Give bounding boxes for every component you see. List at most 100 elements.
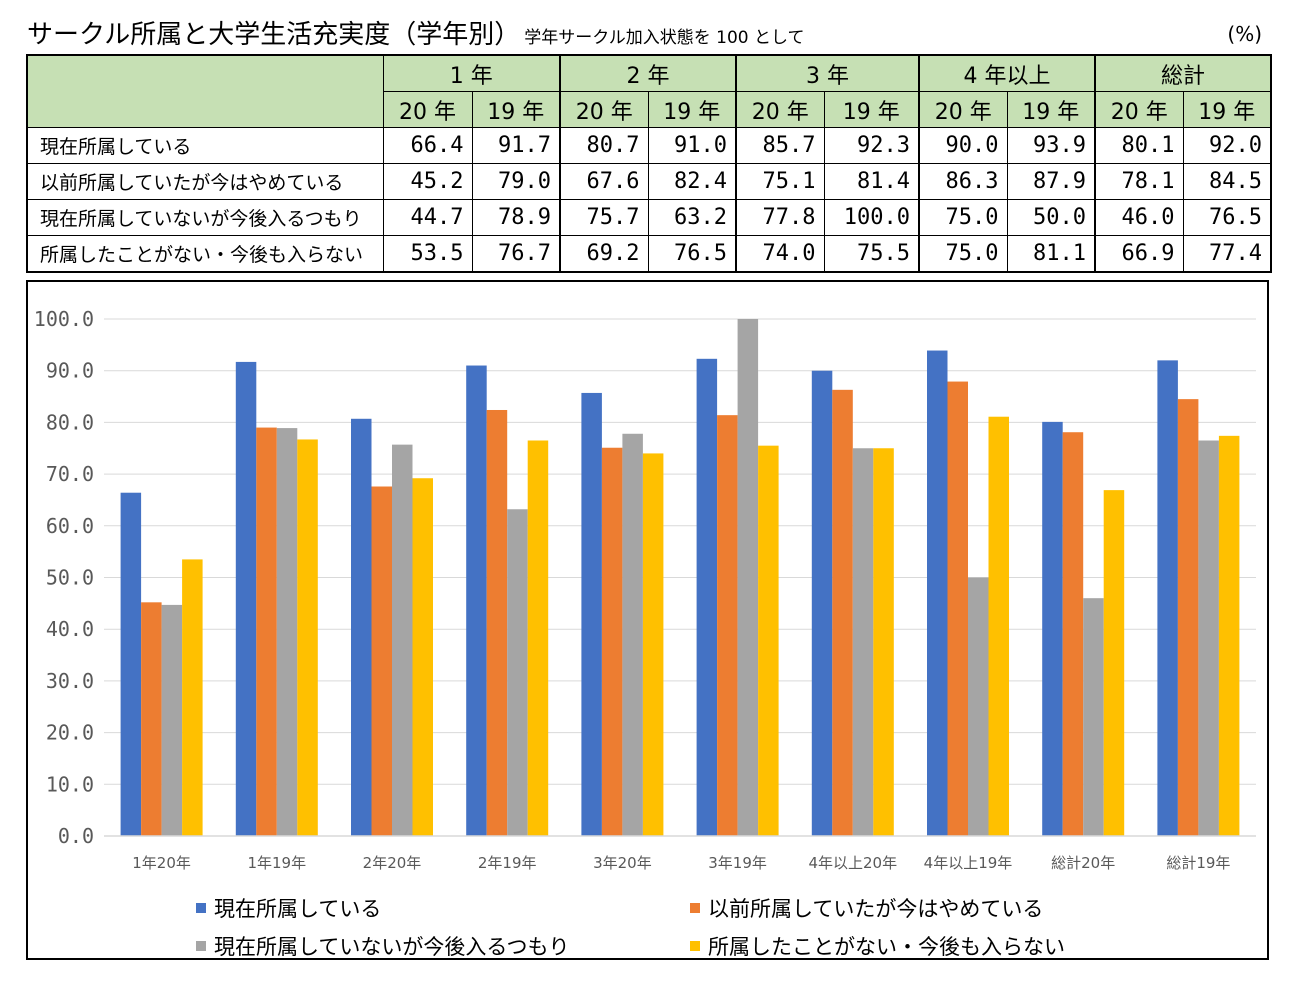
bar (832, 389, 853, 836)
bar-chart: 0.0 10.0 20.0 30.0 40.0 50.0 60.0 70.0 80.0 90.0 1… (34, 307, 1256, 872)
legend-label: 以前所属していたが今はやめている (708, 897, 1044, 921)
title-row: サークル所属と大学生活充実度（学年別） 学年サークル加入状態を 100 として (… (27, 18, 1270, 52)
legend-label: 所属したことがない・今後も入らない (708, 935, 1065, 959)
table-cell: 44.7 (382, 199, 473, 236)
year-header: 19 年 (647, 91, 737, 128)
bar (1218, 435, 1240, 836)
table-row: 現在所属している 66.4 91.7 80.7 91.0 85.7 92.3 90.0 93.9… (26, 127, 1272, 164)
table-cell: 45.2 (382, 163, 473, 200)
bar (412, 478, 433, 836)
year-header: 20 年 (1094, 91, 1184, 128)
bar (622, 433, 643, 836)
bar (1177, 399, 1199, 836)
table-cell: 63.2 (647, 199, 737, 236)
table-cell: 75.7 (559, 199, 649, 236)
table-cell: 79.0 (471, 163, 561, 200)
table-cell: 77.4 (1182, 235, 1272, 273)
legend-swatch (196, 941, 206, 951)
bar (1103, 490, 1125, 836)
x-tick-label: 3年20年 (593, 854, 652, 872)
table-cell: 76.5 (647, 235, 737, 273)
group-header: 4 年以上 (918, 54, 1096, 92)
year-header: 19 年 (471, 91, 561, 128)
x-tick-label: 1年19年 (247, 854, 306, 872)
year-header: 20 年 (559, 91, 649, 128)
bar (1083, 598, 1104, 836)
table-cell: 76.5 (1182, 199, 1272, 236)
legend-item: 現在所属している (196, 893, 381, 923)
legend-swatch (690, 903, 700, 913)
x-tick-label: 総計19年 (1166, 854, 1230, 872)
table-cell: 86.3 (918, 163, 1008, 200)
bar (235, 361, 257, 836)
bar (120, 492, 142, 836)
table-cell: 75.0 (918, 235, 1008, 273)
year-header: 19 年 (823, 91, 920, 128)
x-tick-label: 2年20年 (363, 854, 422, 872)
table-cell: 81.1 (1006, 235, 1096, 273)
year-header: 19 年 (1006, 91, 1096, 128)
chart-frame: 0.0 10.0 20.0 30.0 40.0 50.0 60.0 70.0 80.0 90.0 1… (26, 280, 1269, 960)
x-tick-label: 2年19年 (478, 854, 537, 872)
group-header: 3 年 (735, 54, 920, 92)
bar (811, 370, 833, 836)
data-table: 1 年 2 年 3 年 4 年以上 総計 20 年 19 年 20 年 19 年… (26, 54, 1273, 273)
table-cell: 92.3 (823, 127, 920, 164)
table-cell: 69.2 (559, 235, 649, 273)
table-year-header-row: 20 年 19 年 20 年 19 年 20 年 19 年 20 年 19 年 … (27, 91, 1272, 128)
table-cell: 67.6 (559, 163, 649, 200)
table-cell: 80.1 (1094, 127, 1184, 164)
table-cell: 78.9 (471, 199, 561, 236)
table-corner-cell (26, 54, 384, 128)
legend-item: 所属したことがない・今後も入らない (690, 931, 1065, 961)
y-tick-label: 80.0 (46, 410, 94, 434)
table-body: 現在所属している 66.4 91.7 80.7 91.0 85.7 92.3 90.0 93.9… (26, 127, 1272, 273)
bar (392, 444, 413, 836)
y-tick-label: 10.0 (46, 772, 94, 796)
table-cell: 75.5 (823, 235, 920, 273)
bar (758, 445, 779, 836)
table-cell: 100.0 (823, 199, 920, 236)
legend-item: 以前所属していたが今はやめている (690, 893, 1043, 923)
title-text: サークル所属と大学生活充実度（学年別） (27, 20, 521, 50)
table-cell: 53.5 (382, 235, 473, 273)
bar (737, 319, 759, 836)
table-cell: 75.0 (918, 199, 1008, 236)
bar (988, 416, 1009, 836)
bar (873, 448, 894, 836)
table-cell: 75.1 (735, 163, 825, 200)
table-cell: 91.7 (471, 127, 561, 164)
bar (581, 392, 602, 836)
bar (927, 350, 948, 836)
bar (486, 409, 508, 836)
bar (601, 447, 623, 836)
table-cell: 90.0 (918, 127, 1008, 164)
x-tick-label: 3年19年 (708, 854, 767, 872)
unit-label: (%) (1227, 22, 1262, 46)
y-tick-label: 40.0 (46, 617, 94, 641)
row-label: 所属したことがない・今後も入らない (26, 235, 384, 273)
x-tick-label: 1年20年 (132, 854, 191, 872)
legend-swatch (690, 941, 700, 951)
y-tick-label: 60.0 (46, 514, 94, 538)
bar (466, 365, 487, 836)
y-tick-label: 50.0 (46, 566, 94, 590)
table-cell: 81.4 (823, 163, 920, 200)
table-cell: 66.4 (382, 127, 473, 164)
year-header: 20 年 (918, 91, 1008, 128)
bar (717, 415, 738, 836)
bar (696, 358, 718, 836)
group-header: 1 年 (382, 54, 561, 92)
bar (371, 486, 392, 836)
table-cell: 76.7 (471, 235, 561, 273)
bar (947, 381, 968, 836)
chart-title: サークル所属と大学生活充実度（学年別） 学年サークル加入状態を 100 として (27, 18, 804, 55)
bar (507, 509, 528, 836)
bar (297, 439, 318, 836)
table-row: 所属したことがない・今後も入らない 53.5 76.7 69.2 76.5 74.0 75.… (26, 235, 1272, 273)
row-label: 現在所属している (26, 127, 384, 164)
table-cell: 66.9 (1094, 235, 1184, 273)
bar (968, 577, 989, 836)
bar (852, 448, 874, 836)
table-cell: 85.7 (735, 127, 825, 164)
